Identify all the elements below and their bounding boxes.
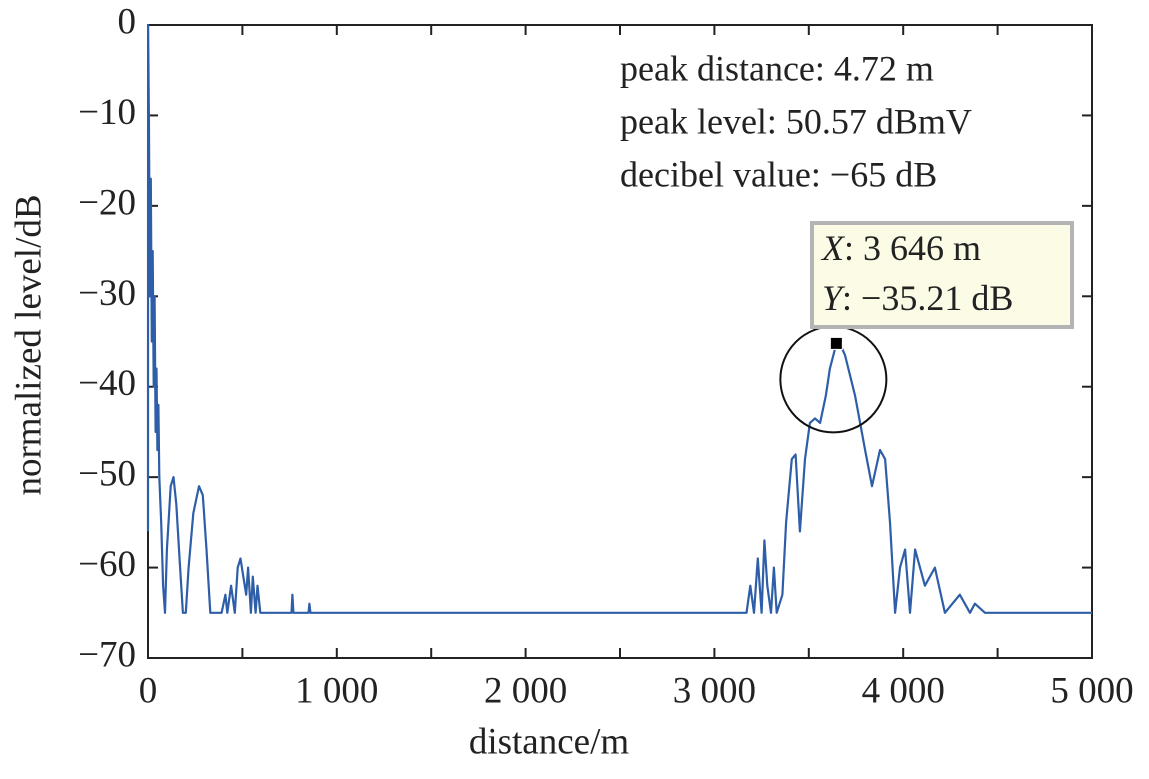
y-tick-label: −30: [78, 273, 136, 314]
x-tick-label: 2 000: [484, 670, 567, 711]
datatip-box: [810, 221, 1074, 329]
x-tick-label: 4 000: [862, 670, 945, 711]
y-axis-label: normalized level/dB: [8, 194, 49, 495]
datatip-y-name: Y: [822, 278, 846, 318]
datatip-x-name: X: [820, 228, 846, 268]
x-tick-label: 3 000: [673, 670, 756, 711]
y-tick-label: 0: [118, 1, 137, 42]
y-tick-label: −60: [78, 544, 136, 585]
y-tick-label: −20: [78, 182, 136, 223]
annotation: peak distance: 4.72 m: [620, 48, 934, 88]
y-tick-label: −70: [78, 634, 136, 675]
y-tick-label: −50: [78, 454, 136, 495]
datatip-marker: [829, 336, 843, 350]
annotation: decibel value: −65 dB: [620, 154, 937, 194]
data-line: [146, 23, 1092, 614]
x-tick-label: 5 000: [1050, 670, 1133, 711]
x-axis-label: distance/m: [469, 721, 630, 762]
datatip-x: X: 3 646 m: [820, 228, 981, 268]
annotation: peak level: 50.57 dBmV: [620, 101, 972, 141]
x-tick-label: 1 000: [295, 670, 378, 711]
datatip-y-text: : −35.21 dB: [842, 278, 1013, 318]
y-tick-label: −10: [78, 92, 136, 133]
datatip-x-text: : 3 646 m: [844, 228, 981, 268]
x-tick-label: 0: [139, 670, 158, 711]
y-tick-label: −40: [78, 363, 136, 404]
datatip-y: Y: −35.21 dB: [822, 278, 1013, 318]
